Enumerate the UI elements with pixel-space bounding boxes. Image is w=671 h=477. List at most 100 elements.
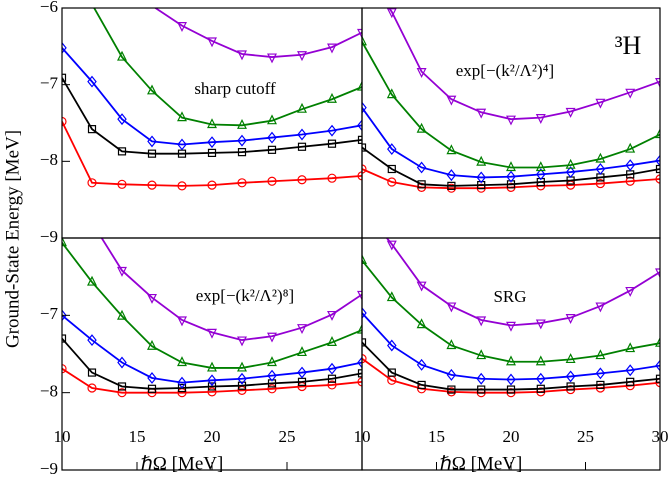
marker [506,170,516,183]
plot-area [362,238,660,398]
marker [417,180,426,189]
x-axis-label: ℏΩ [MeV] [141,453,224,474]
x-tick-label: 30 [652,427,669,446]
marker [147,84,157,95]
y-tick-label: −6 [40,0,58,16]
marker [595,178,606,189]
marker [267,356,277,367]
marker [357,171,362,181]
marker [357,323,362,334]
marker [535,114,546,124]
marker [327,380,337,390]
x-tick-label: 15 [129,427,146,446]
marker [177,376,187,389]
y-tick-label: −8 [40,382,58,401]
marker [566,382,575,391]
marker [62,364,67,374]
marker [327,124,337,137]
marker [237,336,247,347]
marker [446,95,457,106]
marker [655,154,660,167]
marker [565,158,576,169]
marker [625,342,636,353]
y-tick-label: −9 [40,459,58,477]
y-tick-label: −7 [40,304,59,323]
series-line [153,8,362,58]
marker [476,155,487,166]
marker [506,385,516,394]
marker [267,384,277,394]
marker [446,302,457,313]
marker [506,373,516,386]
marker [177,356,187,367]
marker [386,8,397,19]
annotation: exp[−(k²/Λ²)⁴] [456,61,554,80]
marker [117,113,127,126]
series-line [62,314,362,384]
marker [62,73,67,82]
marker [565,314,576,324]
plot-area [362,8,660,193]
marker [117,388,127,398]
marker [267,176,277,186]
marker [362,143,367,152]
marker [387,143,397,156]
marker [177,383,187,393]
marker [267,114,277,125]
marker [536,372,546,385]
marker [625,159,635,172]
marker [297,175,307,185]
x-tick-label: 15 [428,427,445,446]
series-line [362,41,660,169]
marker [297,102,307,113]
marker [386,88,397,99]
marker [207,37,217,48]
series-line [385,238,660,327]
marker [625,142,636,153]
marker [476,349,487,360]
marker [416,318,427,329]
marker [62,334,67,343]
marker [117,382,127,391]
marker [147,339,157,350]
marker [446,144,457,155]
marker [237,178,247,188]
marker [655,268,660,279]
marker [327,92,337,103]
marker [357,369,362,378]
marker [147,149,157,158]
marker [207,148,217,157]
marker [177,138,187,151]
marker [476,316,487,327]
annotation: SRG [493,287,526,306]
series-line [362,146,660,187]
series-line [93,8,362,127]
marker [237,148,247,157]
marker [416,281,427,292]
marker [327,374,337,383]
marker [387,164,396,174]
marker [536,384,545,393]
marker [147,384,157,393]
marker [237,381,247,390]
marker [327,43,337,54]
marker [207,374,217,387]
marker [536,168,546,181]
marker [177,316,187,327]
series-line [362,341,660,391]
marker [477,385,486,394]
marker [506,355,516,366]
marker [207,180,217,190]
marker [87,334,97,347]
marker [237,50,247,61]
marker [417,380,426,390]
marker [535,355,546,366]
marker [147,293,157,304]
marker [327,362,337,375]
marker [655,336,660,347]
marker [655,128,660,139]
x-tick-label: 10 [354,427,371,446]
marker [62,116,67,127]
series-line [62,47,362,146]
marker [87,275,97,286]
